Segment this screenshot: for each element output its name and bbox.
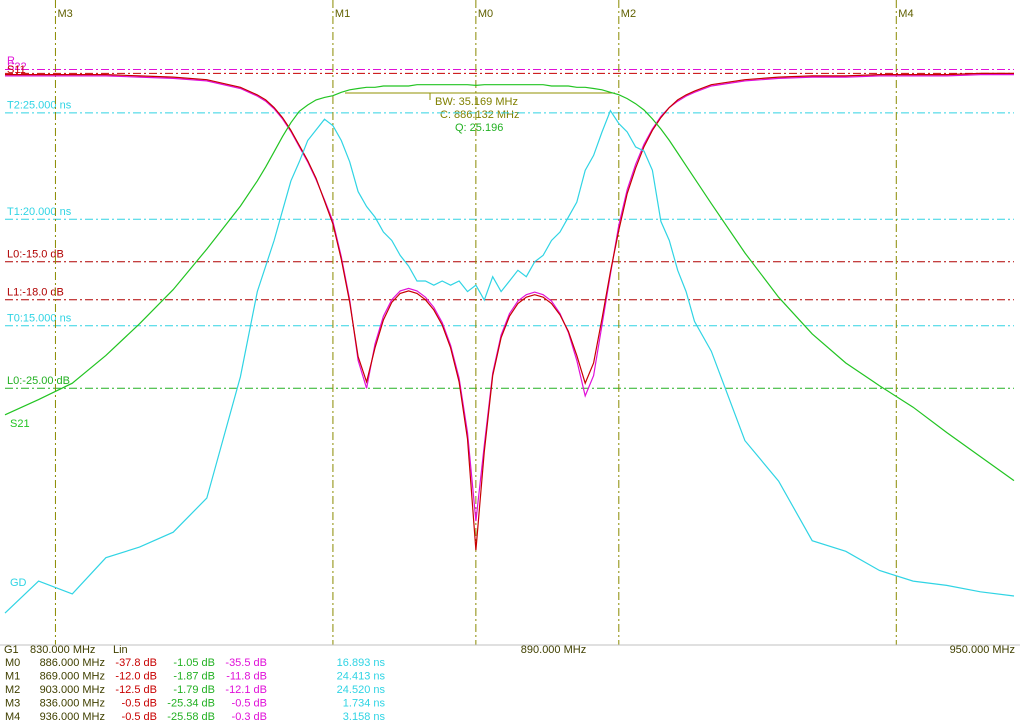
- bw-text: BW: 35.169 MHz: [435, 96, 518, 108]
- trace: [4, 109, 1015, 614]
- reference-label: T2:25.000 ns: [7, 100, 72, 112]
- marker-table-cell: -12.5 dB: [115, 684, 157, 696]
- marker-table-cell: M1: [5, 670, 20, 682]
- reference-label: L1:-18.0 dB: [7, 287, 64, 299]
- reference-label: R: [7, 55, 15, 67]
- marker-label: M3: [57, 8, 72, 20]
- reference-label: T1:20.000 ns: [7, 206, 72, 218]
- marker-table-cell: 16.893 ns: [337, 657, 386, 669]
- x-tick-label: 950.000 MHz: [950, 644, 1015, 656]
- marker-table-cell: -37.8 dB: [115, 657, 157, 669]
- marker-table-cell: 936.000 MHz: [40, 711, 105, 723]
- marker-label: M4: [898, 8, 913, 20]
- marker-table-cell: M0: [5, 657, 20, 669]
- reference-label: L0:-25.00 dB: [7, 375, 70, 387]
- marker-table-cell: -35.5 dB: [225, 657, 267, 669]
- trace-label: S11: [7, 64, 26, 76]
- trace: [4, 84, 1015, 482]
- marker-table-cell: -12.1 dB: [225, 684, 267, 696]
- marker-table-cell: M4: [5, 711, 20, 723]
- marker-table-cell: -25.58 dB: [167, 711, 215, 723]
- marker-table-cell: -0.3 dB: [232, 711, 267, 723]
- marker-table-cell: M2: [5, 684, 20, 696]
- reference-label: L0:-15.0 dB: [7, 249, 64, 261]
- marker-table-cell: -0.5 dB: [122, 697, 157, 709]
- marker-table-cell: -11.8 dB: [226, 670, 267, 682]
- marker-label: M2: [621, 8, 636, 20]
- marker-table-cell: 869.000 MHz: [40, 670, 105, 682]
- marker-table-cell: 836.000 MHz: [40, 697, 105, 709]
- marker-label: M1: [335, 8, 350, 20]
- marker-table-cell: 903.000 MHz: [40, 684, 105, 696]
- center-text: C: 886.132 MHz: [440, 109, 519, 121]
- reference-label: T0:15.000 ns: [7, 313, 72, 325]
- trace-label: S22: [7, 61, 27, 73]
- marker-table-cell: -25.34 dB: [167, 697, 215, 709]
- scale-label: Lin: [113, 644, 128, 656]
- trace-label: S21: [10, 418, 30, 430]
- marker-table-cell: M3: [5, 697, 20, 709]
- marker-table-cell: -0.5 dB: [122, 711, 157, 723]
- x-tick-label: 890.000 MHz: [521, 644, 586, 656]
- marker-table-cell: 1.734 ns: [343, 697, 386, 709]
- marker-table-cell: -1.05 dB: [173, 657, 215, 669]
- marker-table-cell: 24.520 ns: [337, 684, 386, 696]
- marker-table-cell: 886.000 MHz: [40, 657, 105, 669]
- channel-label: G1: [4, 644, 19, 656]
- marker-table-cell: 3.158 ns: [343, 711, 386, 723]
- marker-table-cell: 24.413 ns: [337, 670, 386, 682]
- marker-table-cell: -0.5 dB: [232, 697, 267, 709]
- trace: [5, 72, 1014, 551]
- marker-table-cell: -1.79 dB: [173, 684, 215, 696]
- marker-table-cell: -12.0 dB: [115, 670, 157, 682]
- marker-label: M0: [478, 8, 493, 20]
- q-text: Q: 25.196: [455, 122, 503, 134]
- x-tick-label: 830.000 MHz: [30, 644, 95, 656]
- trace-label: GD: [10, 577, 27, 589]
- marker-table-cell: -1.87 dB: [173, 670, 215, 682]
